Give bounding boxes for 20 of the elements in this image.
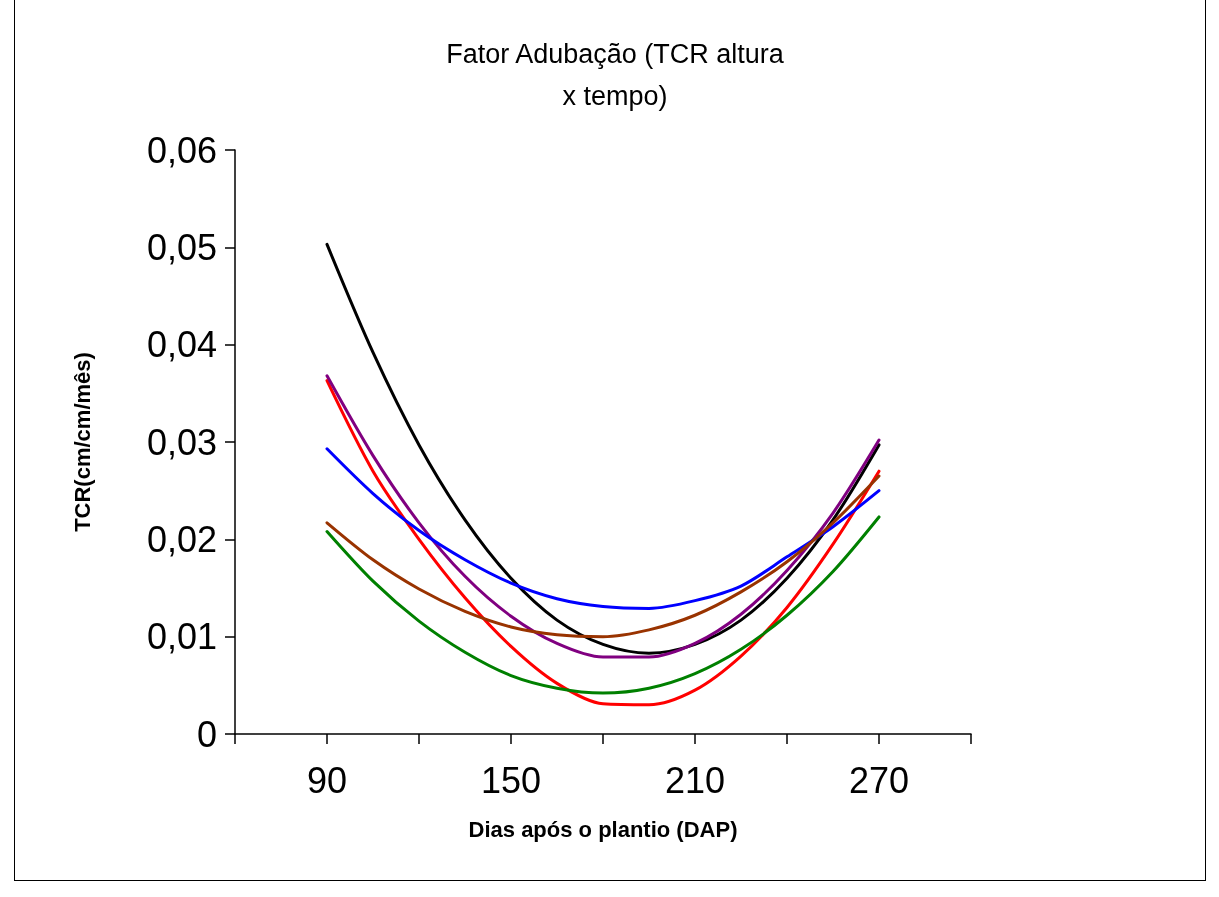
line-series <box>325 447 881 610</box>
y-tick-label: 0 <box>196 713 217 755</box>
y-tick-label: 0,01 <box>146 616 217 658</box>
y-tick-label: 0,05 <box>146 226 217 268</box>
y-tick-label: 0,04 <box>146 324 217 366</box>
line-series <box>325 379 881 707</box>
y-axis-title: TCR(cm/cm/mês) <box>69 352 95 532</box>
x-tick-label: 90 <box>306 759 348 801</box>
line-series <box>325 474 881 639</box>
y-tick-label: 0,03 <box>146 421 217 463</box>
line-series <box>325 242 881 655</box>
line-series <box>325 374 881 659</box>
x-axis-title: Dias após o plantio (DAP) <box>468 816 738 842</box>
y-tick-label: 0,06 <box>146 129 217 171</box>
x-tick-label: 210 <box>664 759 726 801</box>
y-tick-label: 0,02 <box>146 518 217 560</box>
x-tick-label: 150 <box>480 759 542 801</box>
x-tick-label: 270 <box>848 759 910 801</box>
line-series <box>325 515 881 695</box>
chart-title: Fator Adubação (TCR altura x tempo) <box>446 39 785 111</box>
